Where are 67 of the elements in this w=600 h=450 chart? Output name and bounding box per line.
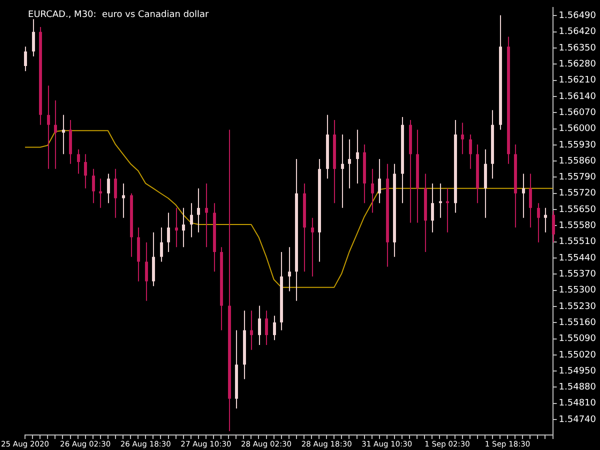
candlestick — [47, 85, 50, 170]
y-tick-label: 1.55370 — [558, 270, 596, 280]
candlestick — [348, 138, 351, 189]
y-tick-label: 1.54950 — [558, 366, 596, 376]
candlestick — [378, 158, 381, 204]
candlestick — [175, 207, 178, 248]
candlestick — [529, 173, 532, 228]
candlestick — [439, 182, 442, 218]
candlestick — [32, 18, 35, 57]
y-tick-label: 1.56070 — [558, 108, 596, 118]
candlestick — [431, 182, 434, 233]
y-tick-label: 1.56420 — [558, 27, 596, 38]
candlestick — [356, 129, 359, 184]
candlestick — [197, 188, 200, 233]
candlestick — [288, 246, 291, 292]
chart-title: EURCAD., M30: euro vs Canadian dollar — [28, 10, 210, 20]
y-tick-label: 1.55580 — [558, 221, 596, 232]
candlestick — [92, 168, 95, 204]
candlestick — [84, 154, 87, 189]
y-tick-label: 1.56490 — [558, 11, 596, 22]
candlestick — [371, 168, 374, 214]
candlestick — [190, 202, 193, 238]
candlestick — [145, 242, 148, 302]
y-tick-label: 1.55020 — [558, 350, 596, 360]
y-tick-label: 1.56350 — [558, 43, 596, 54]
candlestick — [167, 212, 170, 253]
y-tick-label: 1.54740 — [558, 414, 596, 425]
y-tick-label: 1.56140 — [558, 92, 596, 102]
y-tick-label: 1.55440 — [558, 253, 596, 264]
y-tick-label: 1.55510 — [558, 237, 596, 248]
y-tick-label: 1.55090 — [558, 334, 596, 344]
candlestick — [54, 100, 57, 170]
candlestick — [114, 168, 117, 218]
candlestick — [258, 305, 261, 346]
candlestick — [446, 188, 449, 233]
candlestick — [24, 46, 27, 72]
candlestick — [469, 134, 472, 170]
y-tick-label: 1.55860 — [558, 156, 596, 166]
y-tick-label: 1.56280 — [558, 60, 596, 70]
y-tick-label: 1.56210 — [558, 76, 596, 86]
candlestick — [99, 178, 102, 208]
y-tick-label: 1.54880 — [558, 382, 596, 393]
candlestick — [341, 134, 344, 208]
y-tick-label: 1.55160 — [558, 318, 596, 328]
candlestick — [250, 310, 253, 350]
y-tick-label: 1.55230 — [558, 302, 596, 312]
candlestick — [537, 202, 540, 243]
y-tick-label: 1.56000 — [558, 124, 596, 134]
candlestick — [205, 182, 208, 248]
y-tick-label: 1.55930 — [558, 140, 596, 150]
candlestick — [160, 227, 163, 262]
candlestick — [182, 207, 185, 248]
candlestick — [273, 315, 276, 341]
candlestick — [107, 173, 110, 204]
y-tick-label: 1.55300 — [558, 286, 596, 296]
candlestick — [122, 182, 125, 218]
candlestick — [265, 310, 268, 346]
candlestick — [311, 217, 314, 277]
y-tick-label: 1.55650 — [558, 204, 596, 215]
candlestick — [62, 114, 65, 155]
candlestick — [77, 148, 80, 174]
candlestick — [544, 207, 547, 233]
candlestick — [522, 173, 525, 218]
candlestick — [461, 122, 464, 155]
y-tick-label: 1.54810 — [558, 398, 596, 409]
y-tick-label: 1.55790 — [558, 172, 596, 183]
y-tick-label: 1.55720 — [558, 188, 596, 199]
